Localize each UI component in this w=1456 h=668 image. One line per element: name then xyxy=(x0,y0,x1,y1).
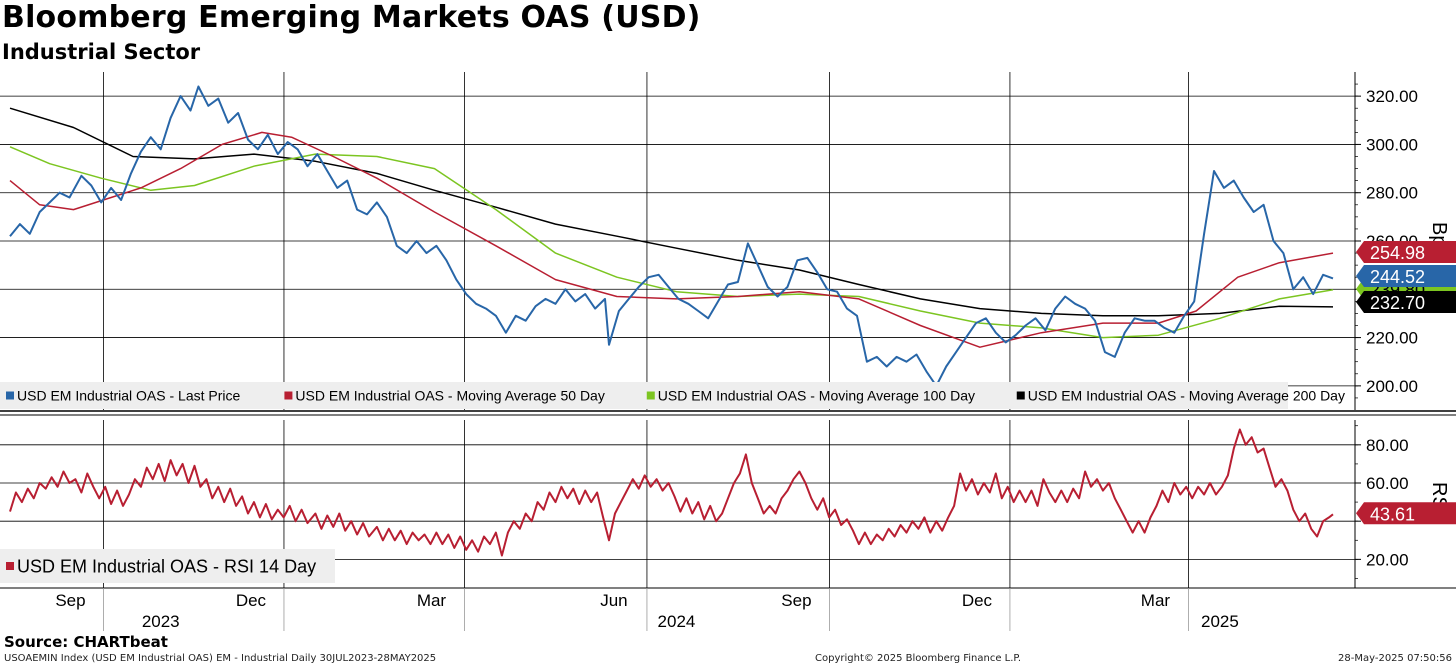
y-tick-label: 280.00 xyxy=(1366,184,1418,203)
y-tick-label: 60.00 xyxy=(1366,474,1409,493)
value-tag-ma50-label: 254.98 xyxy=(1370,243,1425,263)
timestamp: 28-May-2025 07:50:56 xyxy=(1338,653,1452,664)
source-note: Source: CHARTbeat xyxy=(4,633,168,651)
x-axis: Sep Dec Mar Jun Sep Dec Mar 2023 2024 2025 xyxy=(55,588,1239,631)
series-line-ma50 xyxy=(9,131,1334,348)
copyright-note: Copyright© 2025 Bloomberg Finance L.P. xyxy=(815,653,1022,664)
series-line-ma100 xyxy=(9,146,1334,339)
x-year-label: 2025 xyxy=(1201,612,1239,631)
x-tick-label: Sep xyxy=(781,591,811,610)
x-tick-label: Dec xyxy=(962,591,993,610)
legend-label: USD EM Industrial OAS - Last Price xyxy=(17,388,241,404)
x-tick-label: Dec xyxy=(236,591,267,610)
y-tick-label: 200.00 xyxy=(1366,377,1418,396)
value-tag-last xyxy=(1356,265,1456,287)
chart-subtitle: Industrial Sector xyxy=(2,40,201,64)
legend-swatch xyxy=(6,391,14,400)
legend-bottom xyxy=(0,549,335,583)
chart-title: Bloomberg Emerging Markets OAS (USD) xyxy=(2,0,701,35)
x-year-label: 2024 xyxy=(658,612,696,631)
legend-swatch xyxy=(1016,391,1025,400)
x-tick-label: Mar xyxy=(1141,591,1171,610)
y-tick-label: 220.00 xyxy=(1366,329,1418,348)
x-tick-label: Sep xyxy=(55,591,85,610)
legend-label: USD EM Industrial OAS - Moving Average 1… xyxy=(658,388,975,404)
series-line-last xyxy=(9,85,1334,387)
y-tick-label: 80.00 xyxy=(1366,436,1409,455)
legend-label: USD EM Industrial OAS - Moving Average 2… xyxy=(1028,388,1345,404)
value-tag-ma50 xyxy=(1356,241,1456,263)
series-line-ma200 xyxy=(9,107,1334,317)
legend-swatch xyxy=(6,562,14,570)
value-tag-rsi xyxy=(1356,502,1456,525)
legend-swatch xyxy=(646,391,655,400)
x-year-label: 2023 xyxy=(142,612,180,631)
value-tag-ma200-label: 232.70 xyxy=(1370,293,1425,313)
value-tag-last-label: 244.52 xyxy=(1370,267,1425,287)
y-tick-label: 300.00 xyxy=(1366,135,1418,154)
legend-top xyxy=(0,382,1288,409)
legend-swatch xyxy=(284,391,293,400)
value-tag-ma200 xyxy=(1356,291,1456,313)
value-tag-rsi-label: 43.61 xyxy=(1370,504,1415,524)
y-tick-label: 320.00 xyxy=(1366,87,1418,106)
x-tick-label: Mar xyxy=(417,591,447,610)
price-panel: 200.00220.00240.00260.00280.00300.00320.… xyxy=(0,72,1456,416)
x-tick-label: Jun xyxy=(600,591,627,610)
legend-label: USD EM Industrial OAS - Moving Average 5… xyxy=(295,388,604,404)
series-line-rsi xyxy=(9,428,1334,557)
y-tick-label: 20.00 xyxy=(1366,550,1409,569)
index-info: USOAEMIN Index (USD EM Industrial OAS) E… xyxy=(4,653,437,664)
legend-label: USD EM Industrial OAS - RSI 14 Day xyxy=(17,556,316,576)
